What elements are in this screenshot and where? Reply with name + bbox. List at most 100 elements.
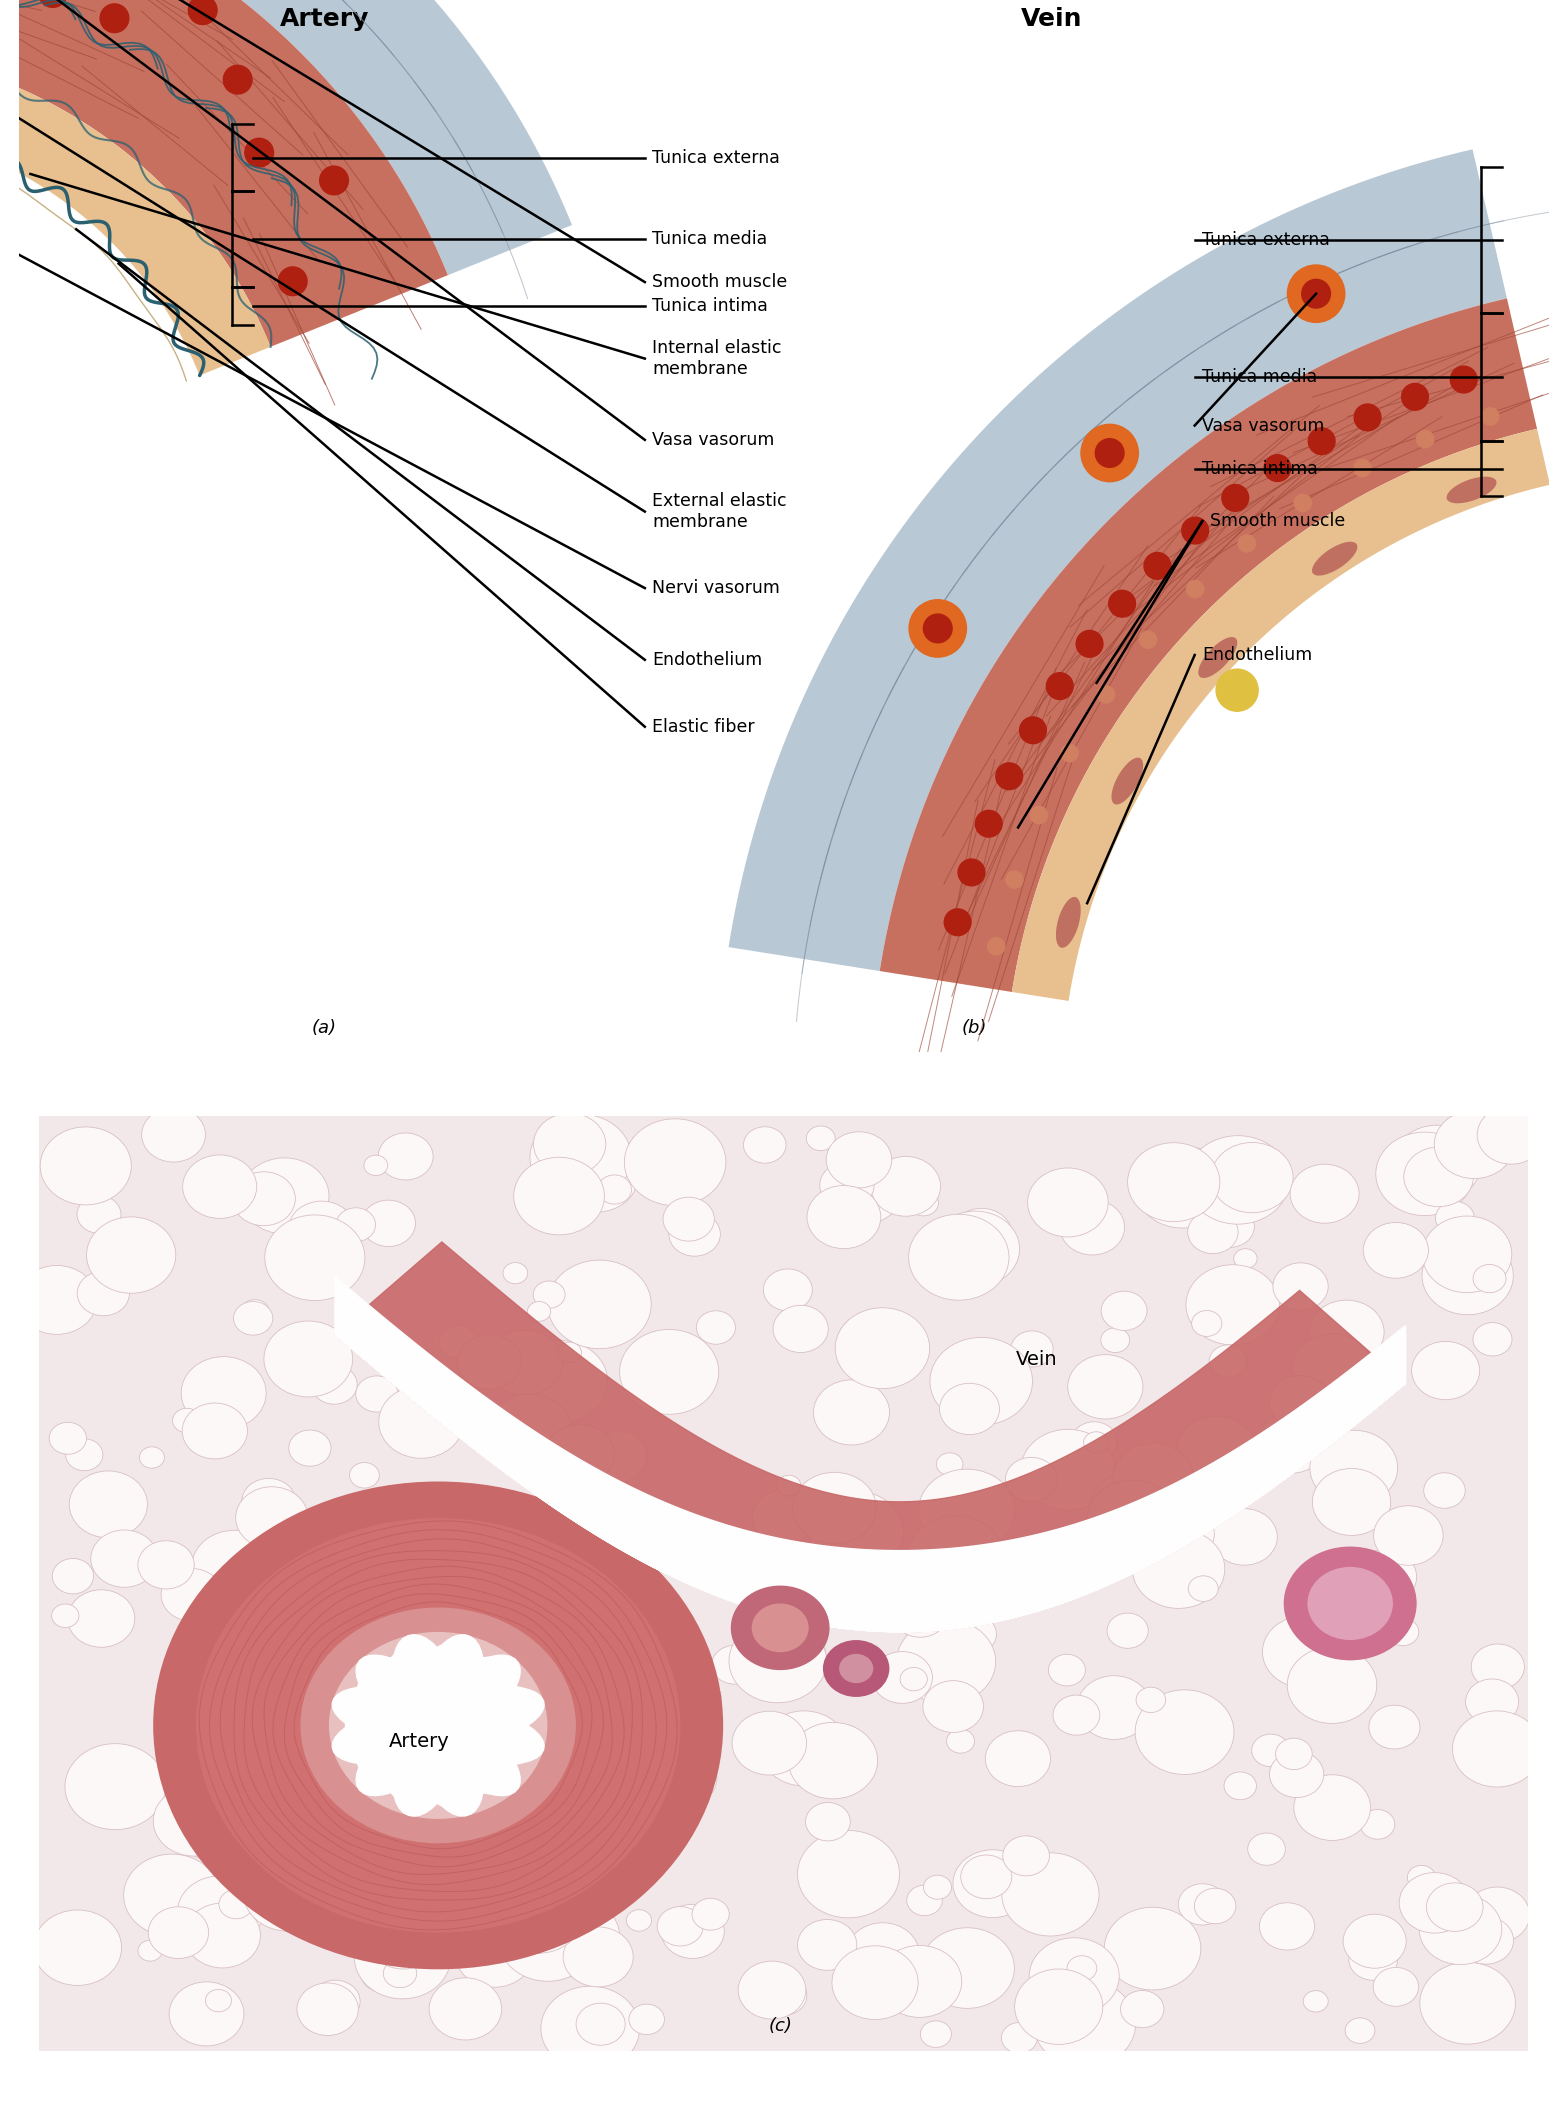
Circle shape — [124, 1855, 219, 1936]
Circle shape — [384, 1959, 417, 1987]
Circle shape — [1224, 1772, 1257, 1800]
Circle shape — [657, 1906, 704, 1946]
Circle shape — [400, 1354, 425, 1377]
Circle shape — [205, 1989, 232, 2012]
Circle shape — [1435, 1201, 1475, 1235]
Circle shape — [495, 1878, 583, 1953]
Circle shape — [1233, 1250, 1257, 1269]
Circle shape — [188, 0, 218, 26]
Text: Endothelium: Endothelium — [1202, 646, 1313, 663]
Circle shape — [628, 2004, 664, 2034]
Circle shape — [533, 1114, 606, 1175]
Circle shape — [776, 1645, 816, 1681]
Circle shape — [503, 1262, 528, 1284]
Circle shape — [537, 1757, 605, 1815]
Circle shape — [100, 4, 128, 32]
Circle shape — [577, 2004, 625, 2044]
Circle shape — [552, 1498, 580, 1524]
Circle shape — [696, 1311, 735, 1345]
Circle shape — [555, 1141, 638, 1211]
Text: Tunica intima: Tunica intima — [652, 298, 768, 314]
Circle shape — [1001, 2023, 1037, 2053]
Circle shape — [550, 1742, 644, 1823]
Circle shape — [1109, 591, 1136, 616]
Circle shape — [1059, 1201, 1125, 1256]
Circle shape — [1269, 1751, 1324, 1798]
Circle shape — [364, 1156, 387, 1175]
Circle shape — [41, 1126, 132, 1205]
Circle shape — [506, 1836, 603, 1919]
Circle shape — [1269, 1375, 1330, 1428]
Circle shape — [907, 1515, 1004, 1598]
Circle shape — [752, 1490, 815, 1545]
Circle shape — [939, 1938, 968, 1964]
Circle shape — [182, 1356, 266, 1430]
Polygon shape — [729, 149, 1507, 971]
Circle shape — [1028, 1169, 1108, 1237]
Circle shape — [572, 1757, 663, 1834]
Circle shape — [762, 1976, 807, 2014]
Circle shape — [1194, 1889, 1236, 1923]
Circle shape — [711, 1645, 757, 1685]
Circle shape — [235, 1488, 309, 1549]
Circle shape — [182, 1402, 248, 1460]
Circle shape — [149, 1906, 208, 1959]
Circle shape — [1030, 805, 1047, 824]
Circle shape — [1354, 459, 1371, 476]
Circle shape — [312, 1364, 357, 1405]
Circle shape — [909, 599, 967, 657]
Text: Elastic fiber: Elastic fiber — [652, 718, 755, 735]
Circle shape — [563, 1927, 633, 1987]
Circle shape — [1465, 1679, 1518, 1723]
Circle shape — [348, 1908, 373, 1930]
Circle shape — [1135, 1689, 1233, 1774]
Circle shape — [362, 1201, 415, 1247]
Text: Tunica intima: Tunica intima — [1202, 459, 1318, 478]
Circle shape — [813, 1379, 890, 1445]
Circle shape — [548, 1260, 652, 1349]
Circle shape — [921, 1643, 965, 1679]
Polygon shape — [335, 1241, 1406, 1632]
Circle shape — [1308, 427, 1335, 455]
Circle shape — [661, 1904, 724, 1959]
Circle shape — [1272, 1262, 1329, 1311]
Circle shape — [33, 1910, 122, 1985]
Circle shape — [1465, 1887, 1529, 1942]
Circle shape — [226, 1753, 279, 1800]
Circle shape — [240, 1158, 329, 1235]
Circle shape — [1061, 744, 1078, 761]
Circle shape — [1113, 1443, 1194, 1513]
Circle shape — [1473, 1264, 1506, 1292]
Circle shape — [527, 1908, 555, 1932]
Circle shape — [1294, 1774, 1371, 1840]
Circle shape — [52, 1558, 94, 1594]
Circle shape — [920, 1927, 1014, 2008]
Circle shape — [1290, 1164, 1359, 1224]
Circle shape — [1412, 1341, 1479, 1400]
Circle shape — [545, 1424, 614, 1483]
Circle shape — [1257, 1413, 1326, 1473]
Circle shape — [807, 1186, 881, 1249]
Circle shape — [871, 1651, 932, 1704]
Circle shape — [929, 1337, 1033, 1426]
Circle shape — [1177, 1417, 1257, 1485]
Circle shape — [1030, 1938, 1119, 2014]
Circle shape — [1287, 1647, 1377, 1723]
Polygon shape — [1012, 429, 1550, 1001]
Circle shape — [1283, 1428, 1319, 1458]
Polygon shape — [0, 0, 448, 346]
Circle shape — [923, 1874, 951, 1900]
Circle shape — [1265, 455, 1291, 482]
Circle shape — [461, 1538, 556, 1621]
Circle shape — [320, 166, 348, 196]
Circle shape — [683, 1541, 741, 1590]
Circle shape — [541, 1987, 639, 2070]
Circle shape — [896, 1619, 995, 1704]
Circle shape — [439, 1326, 478, 1358]
Polygon shape — [332, 1634, 544, 1817]
Circle shape — [77, 1271, 130, 1315]
Circle shape — [945, 910, 972, 935]
Circle shape — [1100, 1328, 1130, 1352]
Circle shape — [1211, 1509, 1277, 1566]
Circle shape — [349, 1462, 379, 1487]
